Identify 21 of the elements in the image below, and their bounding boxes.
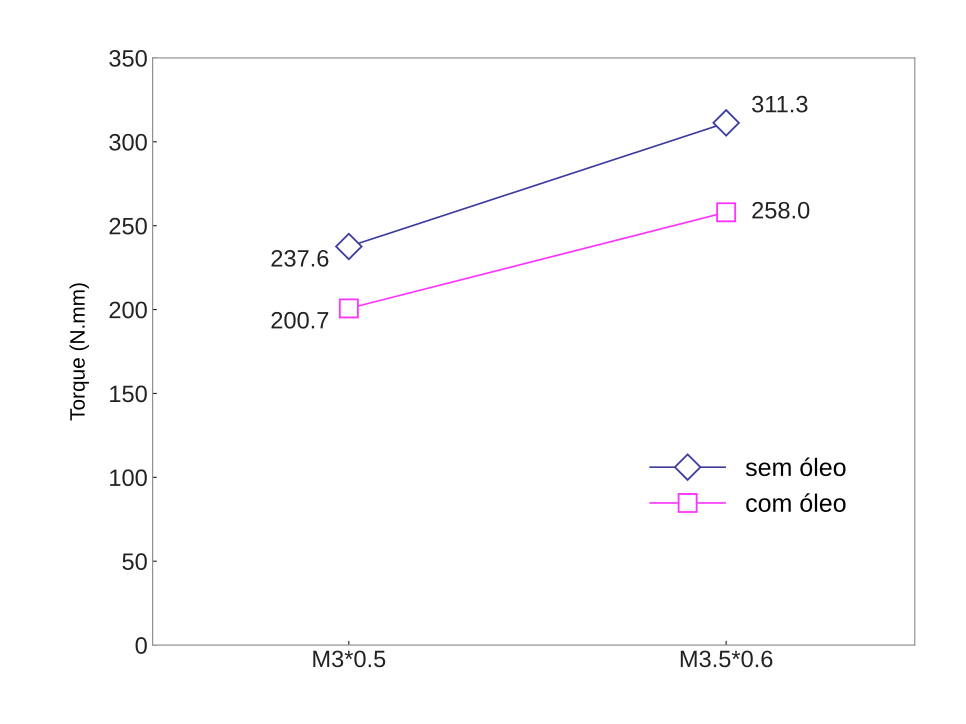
y-tick-label: 0 [136,637,147,654]
legend-label: sem óleo [746,457,846,476]
legend-label: com óleo [746,493,846,512]
point [335,232,363,260]
y-tick-label: 50 [122,553,147,570]
point [716,202,736,222]
data-label: 311.3 [752,96,808,113]
y-tick-label: 100 [110,469,147,486]
y-axis-title: Torque (N.mm) [70,283,89,420]
x-tick-label: M3.5*0.6 [680,650,772,668]
y-tick-label: 150 [110,386,147,402]
point [338,298,359,318]
y-tick-label: 200 [110,302,147,318]
y-tick-label: 300 [109,134,147,151]
y-tick-label: 350 [109,50,147,67]
y-tick-label: 250 [110,218,147,234]
point [712,109,740,137]
x-tick-label: M3*0.5 [313,650,386,668]
data-label: 237.6 [271,250,328,267]
data-label: 200.7 [271,312,328,329]
data-label: 258.0 [752,202,810,219]
